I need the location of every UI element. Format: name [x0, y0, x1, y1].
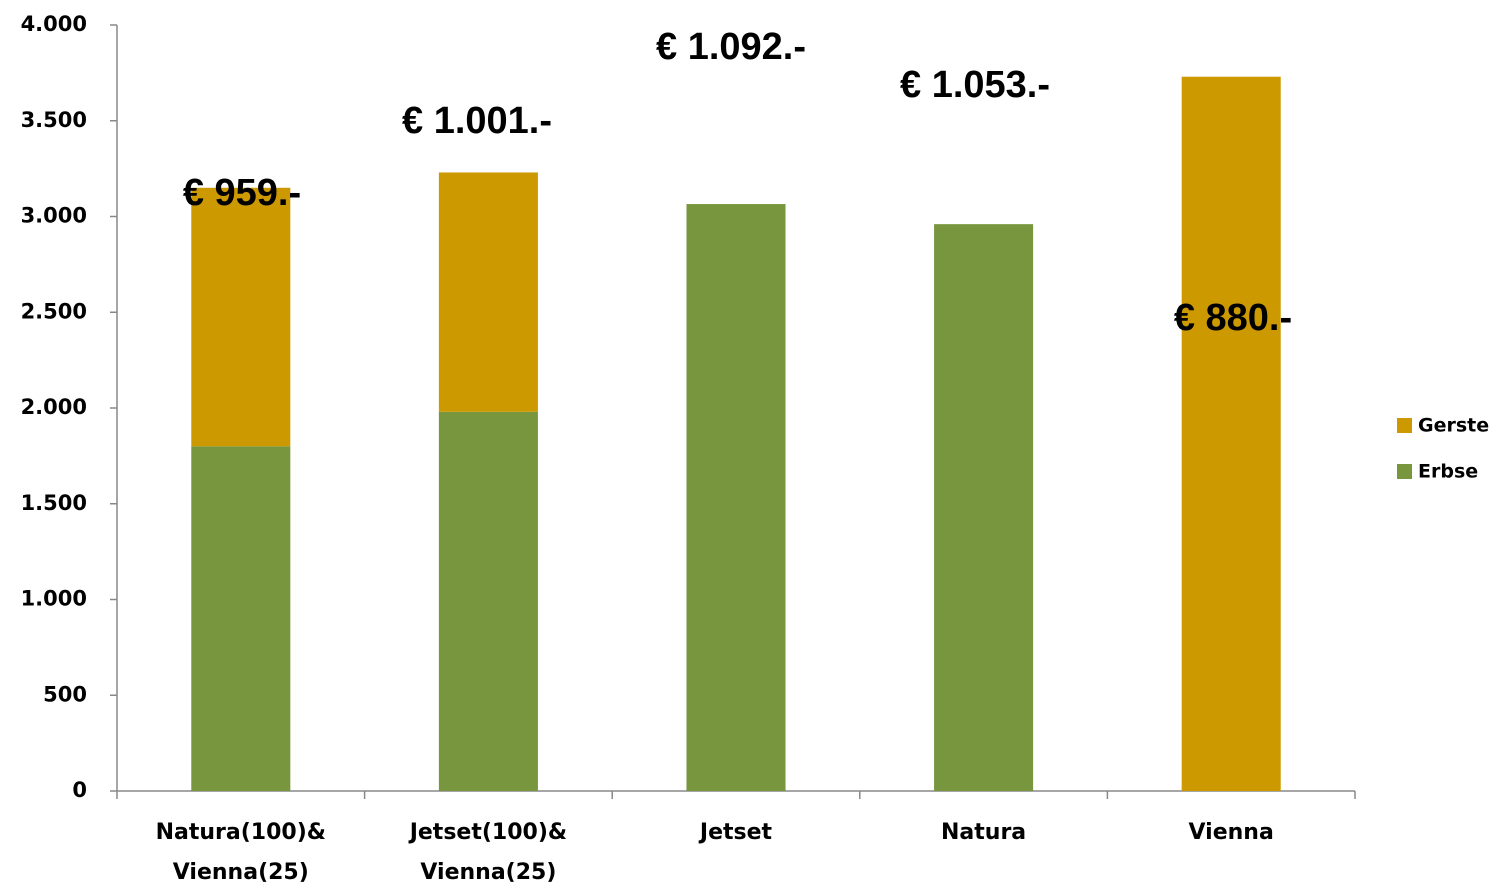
bar-segment	[191, 187, 291, 447]
y-tick-label: 1.500	[21, 491, 87, 515]
y-tick-label: 3.000	[21, 204, 87, 228]
annotation: € 1.001.-	[402, 100, 552, 142]
bar-segment	[686, 204, 786, 792]
bar-segment	[191, 446, 291, 791]
y-tick-label: 500	[43, 682, 87, 706]
annotation: € 959.-	[183, 172, 301, 214]
legend-swatch	[1397, 418, 1412, 433]
bar-segment	[438, 411, 538, 791]
y-tick-label: 0	[72, 778, 87, 802]
y-tick-label: 4.000	[21, 12, 87, 36]
y-tick-label: 1.000	[21, 587, 87, 611]
bar-segment	[438, 172, 538, 412]
x-tick-label: Jetset(100)& Vienna(25)	[408, 820, 567, 885]
bar-segment	[1181, 76, 1281, 791]
x-tick-label: Natura(100)& Vienna(25)	[156, 820, 326, 885]
y-tick-label: 3.500	[21, 108, 87, 132]
legend-swatch	[1397, 464, 1412, 479]
legend-label: Gerste	[1418, 415, 1489, 437]
x-tick-label: Natura	[941, 820, 1026, 845]
legend-label: Erbse	[1418, 461, 1478, 483]
bar-segment	[934, 224, 1034, 791]
x-tick-label: Vienna	[1189, 820, 1274, 845]
annotation: € 1.053.-	[900, 64, 1050, 106]
y-tick-label: 2.500	[21, 299, 87, 323]
y-tick-label: 2.000	[21, 395, 87, 419]
annotation: € 1.092.-	[656, 26, 806, 68]
annotation: € 880.-	[1174, 297, 1292, 339]
x-tick-label: Jetset	[698, 820, 773, 845]
